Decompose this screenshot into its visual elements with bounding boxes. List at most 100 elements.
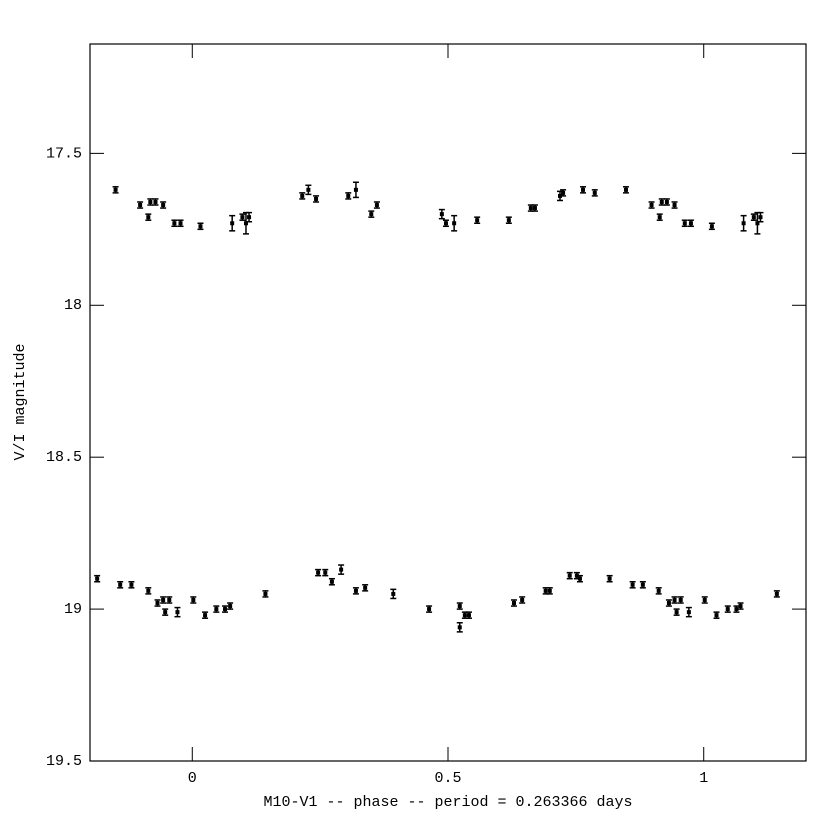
point <box>198 224 203 229</box>
point <box>543 588 548 593</box>
point <box>686 610 691 615</box>
point <box>223 607 228 612</box>
point <box>457 604 462 609</box>
point <box>623 187 628 192</box>
point <box>574 573 579 578</box>
point <box>155 601 160 606</box>
point <box>391 591 396 596</box>
point <box>466 613 471 618</box>
point <box>439 212 444 217</box>
point <box>714 613 719 618</box>
point <box>656 588 661 593</box>
point <box>443 221 448 226</box>
point <box>725 607 730 612</box>
point <box>247 215 252 220</box>
point <box>709 224 714 229</box>
point <box>214 607 219 612</box>
point <box>758 215 763 220</box>
point <box>659 199 664 204</box>
point <box>664 199 669 204</box>
point <box>452 221 457 226</box>
point <box>353 187 358 192</box>
point <box>346 193 351 198</box>
point <box>558 193 563 198</box>
point <box>374 203 379 208</box>
point <box>607 576 612 581</box>
point <box>148 199 153 204</box>
point <box>363 585 368 590</box>
point <box>567 573 572 578</box>
point <box>640 582 645 587</box>
point <box>738 604 743 609</box>
point <box>153 199 158 204</box>
x-tick-label: 0 <box>188 770 197 787</box>
point <box>511 601 516 606</box>
point <box>323 570 328 575</box>
point <box>178 221 183 226</box>
point <box>146 215 151 220</box>
y-axis-label: V/I magnitude <box>12 343 29 460</box>
plot-frame <box>89 43 807 762</box>
point <box>161 597 166 602</box>
point <box>427 607 432 612</box>
point <box>203 613 208 618</box>
point <box>657 215 662 220</box>
point <box>339 567 344 572</box>
point <box>353 588 358 593</box>
point <box>672 597 677 602</box>
point <box>228 604 233 609</box>
point <box>755 221 760 226</box>
point <box>649 203 654 208</box>
point <box>113 187 118 192</box>
point <box>592 190 597 195</box>
point <box>138 203 143 208</box>
point <box>175 610 180 615</box>
point <box>263 591 268 596</box>
point <box>581 187 586 192</box>
point <box>577 576 582 581</box>
point <box>191 597 196 602</box>
point <box>506 218 511 223</box>
point <box>118 582 123 587</box>
point <box>462 613 467 618</box>
point <box>528 206 533 211</box>
point <box>666 601 671 606</box>
point <box>306 187 311 192</box>
point <box>672 203 677 208</box>
point <box>167 597 172 602</box>
y-tick-label: 18 <box>64 297 82 314</box>
point <box>532 206 537 211</box>
point <box>300 193 305 198</box>
point <box>702 597 707 602</box>
point <box>161 203 166 208</box>
point <box>316 570 321 575</box>
point <box>240 215 245 220</box>
point <box>688 221 693 226</box>
x-tick-label: 0.5 <box>434 770 461 787</box>
point <box>243 221 248 226</box>
point <box>751 215 756 220</box>
point <box>774 591 779 596</box>
x-tick-label: 1 <box>699 770 708 787</box>
point <box>329 579 334 584</box>
point <box>230 221 235 226</box>
point <box>734 607 739 612</box>
point <box>630 582 635 587</box>
point <box>146 588 151 593</box>
point <box>457 625 462 630</box>
point <box>674 610 679 615</box>
y-tick-label: 18.5 <box>46 449 82 466</box>
point <box>314 196 319 201</box>
point <box>172 221 177 226</box>
y-tick-label: 19 <box>64 601 82 618</box>
point <box>520 597 525 602</box>
point <box>129 582 134 587</box>
point <box>678 597 683 602</box>
point <box>475 218 480 223</box>
y-tick-label: 17.5 <box>46 145 82 162</box>
point <box>682 221 687 226</box>
point <box>741 221 746 226</box>
point <box>95 576 100 581</box>
